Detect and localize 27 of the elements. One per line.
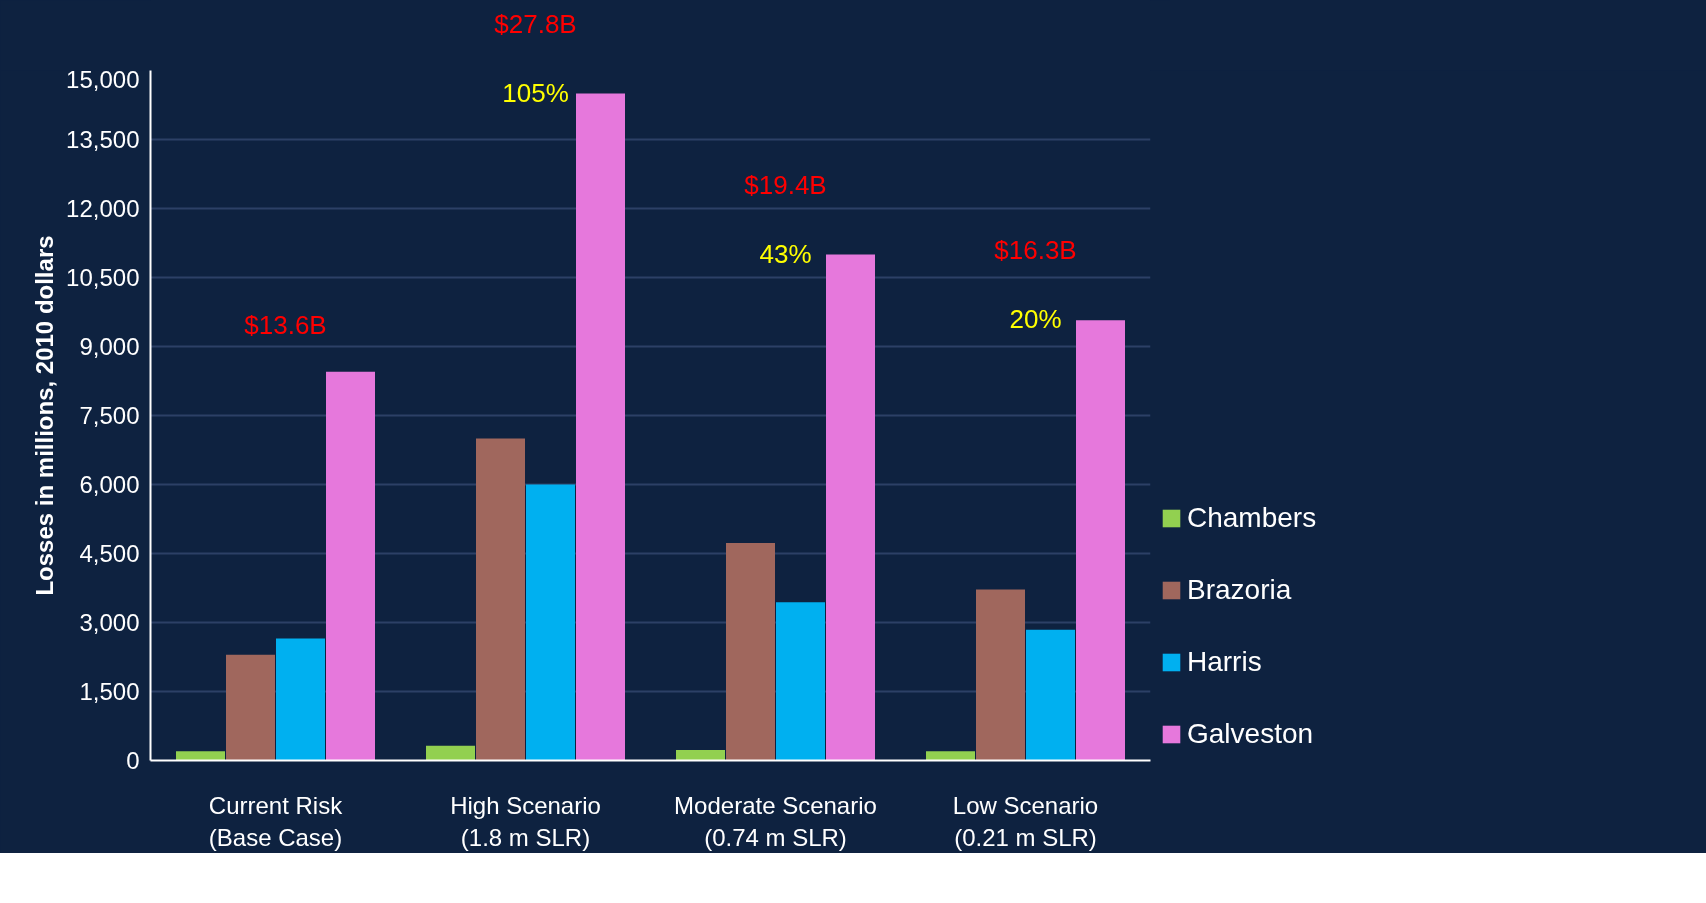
legend-label: Harris (1187, 646, 1262, 678)
x-tick-label: High Scenario (1.8 m SLR) (450, 791, 601, 851)
y-tick-label: 4,500 (79, 540, 140, 567)
y-tick-label: 9,000 (79, 333, 140, 360)
total-label: $27.8B (494, 8, 577, 39)
y-tick-label: 6,000 (79, 471, 140, 498)
legend-label: Brazoria (1187, 574, 1292, 606)
y-axis-title: Losses in millions, 2010 dollars (31, 235, 59, 596)
y-tick-label: 12,000 (66, 195, 140, 222)
annotation: 20% (1009, 304, 1062, 335)
x-tick-label: Moderate Scenario (0.74 m SLR) (674, 791, 877, 851)
x-tick-label: Current Risk (Base Case) (208, 791, 344, 851)
total-label: $16.3B (994, 235, 1077, 266)
total-label: $19.4B (744, 169, 827, 200)
y-tick-label: 13,500 (66, 126, 140, 153)
annotation: 105% (502, 77, 569, 108)
y-tick-label: 7,500 (79, 402, 140, 429)
x-tick-label: Low Scenario (0.21 m SLR) (952, 791, 1099, 851)
y-tick-label: 0 (126, 747, 140, 774)
annotation: 43% (759, 238, 812, 269)
y-tick-label: 1,500 (79, 678, 140, 705)
y-tick-label: 15,000 (66, 65, 140, 93)
legend-label: Chambers (1187, 502, 1317, 534)
y-tick-label: 3,000 (79, 609, 140, 636)
legend-label: Galveston (1187, 718, 1314, 750)
y-tick-label: 10,500 (66, 264, 140, 291)
total-label: $13.6B (244, 309, 327, 340)
